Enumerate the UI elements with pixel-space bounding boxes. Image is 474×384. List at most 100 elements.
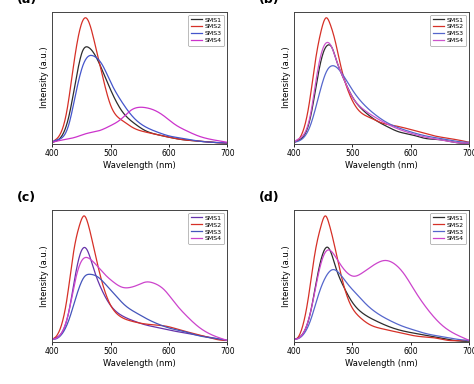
SMS2 — [349, 97, 355, 101]
SMS4 — [106, 124, 112, 129]
SMS1 — [177, 137, 183, 142]
Line: SMS1: SMS1 — [52, 47, 228, 143]
SMS1 — [82, 245, 88, 250]
SMS1 — [107, 302, 112, 306]
SMS3 — [419, 330, 425, 335]
SMS4 — [326, 248, 331, 252]
SMS4 — [83, 255, 89, 260]
SMS1 — [177, 330, 183, 334]
SMS3 — [88, 53, 94, 58]
SMS2 — [322, 214, 328, 218]
Y-axis label: Intensity (a.u.): Intensity (a.u.) — [40, 245, 49, 306]
SMS2 — [419, 130, 425, 135]
SMS1 — [83, 45, 89, 49]
SMS1 — [291, 140, 297, 145]
SMS1 — [225, 338, 230, 343]
SMS2 — [402, 331, 408, 336]
SMS3 — [402, 325, 408, 329]
SMS3 — [70, 304, 76, 309]
SMS2 — [119, 118, 125, 122]
X-axis label: Wavelength (nm): Wavelength (nm) — [345, 161, 418, 170]
SMS1 — [418, 135, 424, 140]
SMS4 — [312, 84, 318, 89]
Line: SMS2: SMS2 — [52, 18, 228, 143]
SMS3 — [160, 132, 166, 136]
SMS4 — [138, 105, 144, 109]
SMS4 — [466, 141, 472, 145]
SMS1 — [224, 141, 229, 145]
SMS4 — [291, 337, 297, 341]
Line: SMS4: SMS4 — [52, 107, 228, 142]
SMS3 — [225, 338, 230, 343]
SMS3 — [176, 328, 182, 333]
SMS4 — [160, 113, 166, 118]
SMS4 — [177, 306, 183, 311]
SMS4 — [177, 125, 183, 130]
SMS2 — [70, 65, 76, 70]
SMS2 — [402, 126, 408, 130]
SMS2 — [361, 318, 367, 323]
Line: SMS2: SMS2 — [294, 216, 469, 341]
SMS2 — [82, 214, 87, 218]
SMS3 — [291, 140, 297, 145]
SMS1 — [326, 43, 331, 47]
Line: SMS4: SMS4 — [294, 250, 469, 341]
SMS1 — [402, 131, 408, 136]
SMS2 — [177, 328, 183, 332]
SMS1 — [312, 90, 318, 94]
SMS2 — [349, 305, 355, 309]
SMS3 — [70, 104, 76, 108]
SMS2 — [49, 140, 55, 145]
SMS4 — [418, 298, 424, 303]
SMS4 — [419, 134, 425, 139]
SMS2 — [160, 323, 166, 328]
SMS1 — [49, 337, 55, 341]
Line: SMS3: SMS3 — [52, 274, 228, 341]
SMS2 — [107, 100, 112, 105]
SMS2 — [176, 327, 182, 332]
SMS1 — [463, 339, 468, 344]
Line: SMS2: SMS2 — [52, 216, 228, 341]
SMS1 — [418, 332, 424, 337]
SMS1 — [225, 141, 230, 145]
SMS2 — [225, 141, 230, 145]
Line: SMS3: SMS3 — [294, 270, 469, 341]
Line: SMS2: SMS2 — [294, 18, 469, 142]
SMS2 — [224, 141, 229, 145]
SMS3 — [402, 128, 408, 132]
SMS4 — [419, 299, 425, 304]
SMS2 — [49, 337, 55, 341]
Line: SMS1: SMS1 — [294, 247, 469, 341]
SMS3 — [160, 324, 166, 328]
Line: SMS3: SMS3 — [294, 66, 469, 142]
SMS2 — [223, 338, 229, 343]
SMS3 — [331, 267, 337, 272]
SMS3 — [349, 286, 355, 291]
SMS1 — [160, 326, 166, 331]
SMS3 — [119, 300, 125, 305]
Legend: SMS1, SMS2, SMS3, SMS4: SMS1, SMS2, SMS3, SMS4 — [188, 15, 224, 46]
SMS3 — [330, 63, 336, 68]
SMS4 — [70, 136, 76, 140]
X-axis label: Wavelength (nm): Wavelength (nm) — [103, 161, 176, 170]
Y-axis label: Intensity (a.u.): Intensity (a.u.) — [40, 47, 49, 108]
SMS1 — [349, 299, 355, 303]
Legend: SMS1, SMS2, SMS3, SMS4: SMS1, SMS2, SMS3, SMS4 — [430, 213, 466, 244]
SMS1 — [119, 313, 125, 318]
SMS4 — [49, 140, 55, 145]
Y-axis label: Intensity (a.u.): Intensity (a.u.) — [282, 245, 291, 306]
Line: SMS4: SMS4 — [294, 42, 469, 143]
SMS1 — [349, 93, 355, 98]
SMS1 — [312, 286, 318, 291]
SMS3 — [177, 328, 183, 333]
SMS2 — [70, 252, 76, 257]
SMS3 — [225, 141, 230, 145]
SMS2 — [312, 61, 318, 65]
SMS2 — [119, 315, 125, 320]
SMS3 — [466, 140, 472, 145]
SMS4 — [349, 273, 355, 278]
SMS2 — [418, 130, 424, 135]
SMS4 — [402, 273, 408, 277]
SMS4 — [225, 140, 230, 145]
SMS4 — [462, 141, 468, 146]
